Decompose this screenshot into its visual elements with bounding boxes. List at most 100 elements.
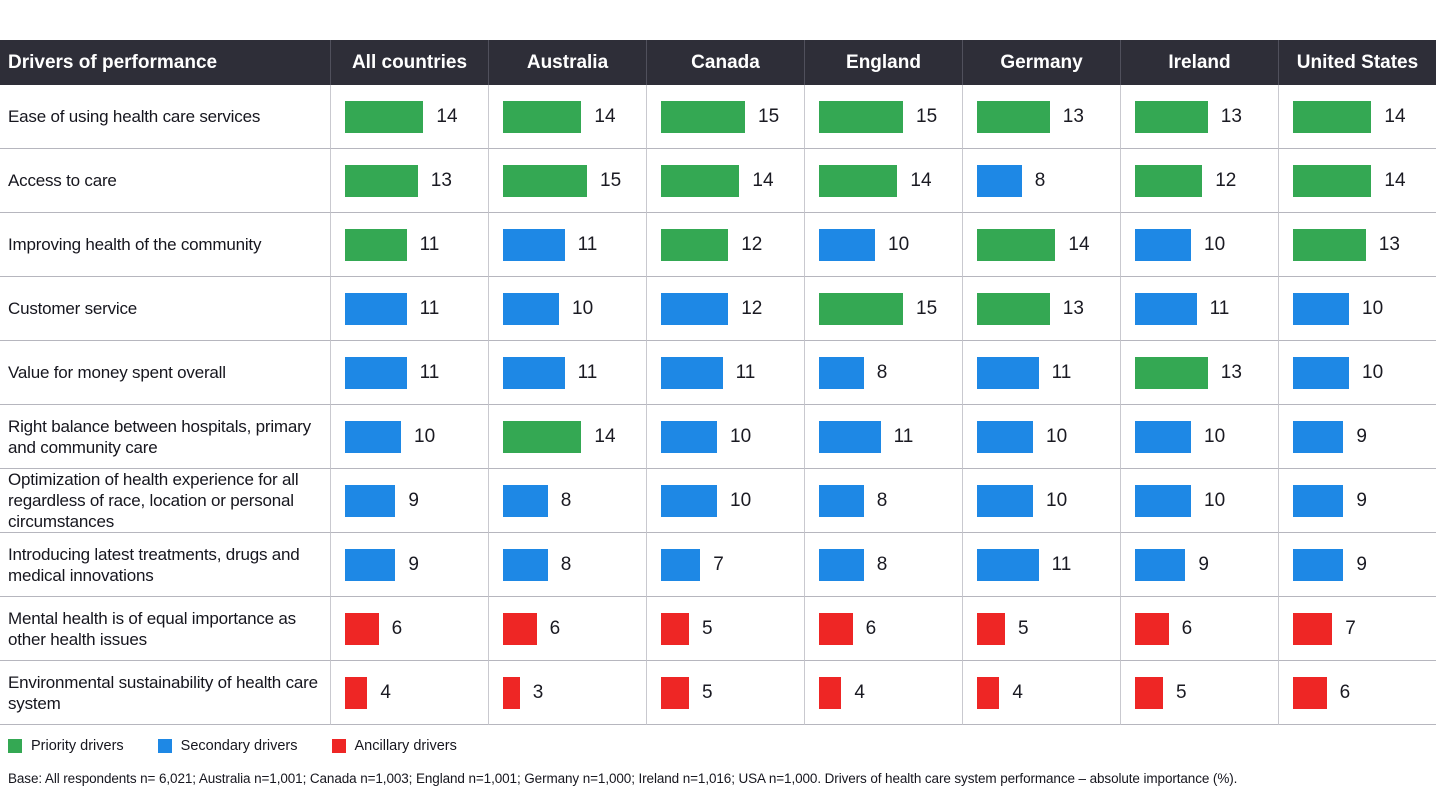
- bar-value: 14: [1384, 105, 1406, 127]
- bar-value: 10: [1362, 297, 1384, 319]
- value-cell: 3: [488, 661, 646, 725]
- value-cell: 11: [330, 277, 488, 341]
- row-label: Environmental sustainability of health c…: [0, 661, 330, 725]
- bar-value: 15: [758, 105, 780, 127]
- value-cell: 14: [646, 149, 804, 213]
- value-cell: 13: [330, 149, 488, 213]
- value-cell: 10: [962, 405, 1120, 469]
- bar-value: 4: [854, 681, 865, 703]
- bar-value: 11: [735, 361, 756, 383]
- value-cell: 14: [962, 213, 1120, 277]
- value-cell: 8: [488, 469, 646, 533]
- bar-value: 4: [1012, 681, 1023, 703]
- value-cell: 9: [1120, 533, 1278, 597]
- bar-ancillary: [977, 612, 1005, 645]
- bar-secondary: [661, 420, 717, 453]
- legend: Priority drivers Secondary drivers Ancilla…: [8, 738, 1436, 754]
- chart-wrap: Drivers of performance All countries Austr…: [0, 40, 1436, 786]
- value-cell: 15: [804, 85, 962, 149]
- value-cell: 13: [1120, 341, 1278, 405]
- bar-ancillary: [1135, 676, 1163, 709]
- bar-secondary: [345, 356, 407, 389]
- value-cell: 11: [330, 213, 488, 277]
- bar-secondary: [503, 356, 565, 389]
- value-cell: 12: [646, 277, 804, 341]
- row-label: Mental health is of equal importance as …: [0, 597, 330, 661]
- bar-secondary: [345, 484, 396, 517]
- value-cell: 11: [646, 341, 804, 405]
- bar-value: 13: [1220, 105, 1242, 127]
- bar-secondary: [819, 420, 881, 453]
- value-cell: 12: [646, 213, 804, 277]
- drivers-table: Drivers of performance All countries Austr…: [0, 40, 1436, 725]
- bar-value: 9: [1356, 425, 1367, 447]
- value-cell: 4: [962, 661, 1120, 725]
- bar-secondary: [661, 484, 717, 517]
- value-cell: 7: [1278, 597, 1436, 661]
- value-cell: 10: [646, 469, 804, 533]
- column-header-ireland: Ireland: [1120, 40, 1278, 85]
- legend-swatch-secondary-icon: [157, 739, 172, 753]
- column-header-united-states: United States: [1278, 40, 1436, 85]
- bar-secondary: [977, 356, 1039, 389]
- base-footnote: Base: All respondents n= 6,021; Australi…: [8, 771, 1238, 786]
- bar-value: 6: [391, 617, 403, 639]
- value-cell: 15: [488, 149, 646, 213]
- value-cell: 14: [1278, 85, 1436, 149]
- value-cell: 5: [962, 597, 1120, 661]
- bar-secondary: [819, 356, 864, 389]
- bar-priority: [503, 420, 582, 453]
- bar-secondary: [661, 548, 701, 581]
- column-header-canada: Canada: [646, 40, 804, 85]
- value-cell: 10: [488, 277, 646, 341]
- value-cell: 10: [1120, 213, 1278, 277]
- bar-value: 15: [916, 297, 938, 319]
- value-cell: 6: [1278, 661, 1436, 725]
- value-cell: 10: [1278, 341, 1436, 405]
- column-header-drivers: Drivers of performance: [0, 40, 330, 85]
- bar-value: 8: [876, 361, 888, 383]
- value-cell: 11: [962, 533, 1120, 597]
- bar-priority: [1135, 100, 1208, 133]
- bar-secondary: [503, 228, 565, 261]
- legend-item-secondary: Secondary drivers: [157, 738, 298, 754]
- bar-secondary: [977, 484, 1033, 517]
- value-cell: 6: [330, 597, 488, 661]
- bar-secondary: [1293, 356, 1349, 389]
- bar-value: 6: [549, 617, 561, 639]
- value-cell: 10: [1120, 405, 1278, 469]
- bar-value: 11: [419, 297, 440, 319]
- bar-ancillary: [1135, 612, 1169, 645]
- value-cell: 14: [1278, 149, 1436, 213]
- value-cell: 11: [488, 213, 646, 277]
- bar-value: 5: [1018, 617, 1029, 639]
- value-cell: 14: [488, 405, 646, 469]
- value-cell: 10: [962, 469, 1120, 533]
- value-cell: 5: [1120, 661, 1278, 725]
- bar-priority: [661, 228, 729, 261]
- bar-value: 14: [594, 105, 616, 127]
- value-cell: 10: [646, 405, 804, 469]
- bar-value: 12: [741, 297, 763, 319]
- bar-ancillary: [345, 676, 368, 709]
- value-cell: 13: [962, 277, 1120, 341]
- bar-ancillary: [503, 612, 537, 645]
- bar-ancillary: [819, 612, 853, 645]
- bar-value: 14: [1068, 233, 1090, 255]
- bar-value: 9: [408, 553, 419, 575]
- value-cell: 5: [646, 661, 804, 725]
- bar-secondary: [1293, 292, 1349, 325]
- bar-value: 3: [532, 681, 544, 703]
- value-cell: 4: [804, 661, 962, 725]
- legend-label: Priority drivers: [31, 738, 124, 754]
- bar-value: 6: [1181, 617, 1193, 639]
- legend-item-priority: Priority drivers: [8, 738, 124, 754]
- value-cell: 10: [1120, 469, 1278, 533]
- bar-value: 5: [702, 617, 713, 639]
- bar-ancillary: [1293, 612, 1333, 645]
- bar-value: 8: [876, 489, 888, 511]
- bar-priority: [819, 164, 898, 197]
- bar-value: 14: [436, 105, 458, 127]
- bar-value: 4: [380, 681, 391, 703]
- bar-secondary: [1135, 228, 1191, 261]
